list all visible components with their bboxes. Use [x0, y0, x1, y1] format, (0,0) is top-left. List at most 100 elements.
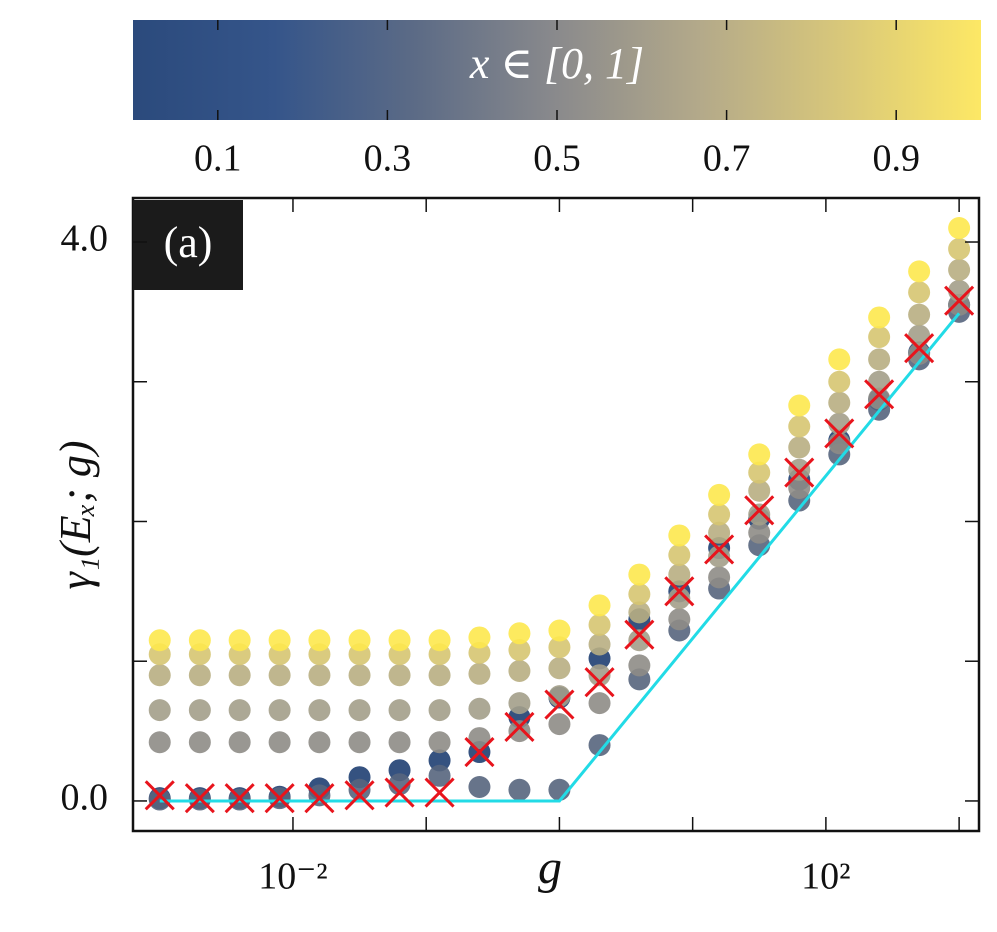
data-point [588, 633, 611, 656]
data-point [348, 629, 371, 652]
data-point [748, 443, 771, 466]
data-point [708, 545, 731, 568]
data-point [308, 731, 331, 754]
data-point [468, 775, 491, 798]
data-point [668, 587, 691, 610]
data-point [708, 521, 731, 544]
cross-marker [824, 418, 855, 449]
data-point [388, 629, 411, 652]
data-point [908, 324, 931, 347]
data-point [908, 281, 931, 304]
data-point [188, 731, 211, 754]
data-point [228, 731, 251, 754]
data-point [788, 458, 811, 481]
data-point [548, 685, 571, 708]
data-point [828, 348, 851, 371]
data-point [748, 503, 771, 526]
data-point [468, 626, 491, 649]
data-point [908, 303, 931, 326]
annotation-box [133, 200, 243, 290]
reference-line [159, 312, 961, 803]
data-point [188, 699, 211, 722]
data-point [548, 619, 571, 642]
data-point [228, 699, 251, 722]
y-tick-label: 0.0 [61, 777, 109, 819]
data-point [308, 784, 331, 807]
data-point [268, 699, 291, 722]
data-point [148, 699, 171, 722]
colorbar-label: x ∈ [0, 1] [469, 39, 644, 88]
data-point [428, 749, 451, 772]
data-point [748, 521, 771, 544]
data-point [668, 563, 691, 586]
data-point [308, 664, 331, 687]
cross-marker [704, 534, 735, 565]
colorbar-tick-label: 0.1 [194, 138, 242, 180]
data-point [388, 664, 411, 687]
data-point [508, 778, 531, 801]
data-point [268, 731, 291, 754]
data-point [908, 260, 931, 283]
data-point [308, 699, 331, 722]
data-point [788, 415, 811, 438]
cross-marker [864, 379, 895, 410]
data-point [228, 664, 251, 687]
data-point [828, 370, 851, 393]
data-point [868, 348, 891, 371]
x-tick-label: 10⁻² [258, 856, 327, 898]
data-point [868, 370, 891, 393]
data-point [508, 622, 531, 645]
plot-frame [131, 196, 981, 833]
data-point [388, 773, 411, 796]
data-point [188, 629, 211, 652]
data-point [428, 699, 451, 722]
data-point [268, 629, 291, 652]
data-point [868, 326, 891, 349]
cross-marker [544, 689, 575, 720]
cross-marker [584, 667, 615, 698]
cross-marker [784, 457, 815, 488]
cross-marker [464, 736, 495, 768]
data-point [228, 629, 251, 652]
data-point [948, 217, 971, 240]
cross-marker [504, 711, 535, 742]
data-point [668, 608, 691, 631]
data-point [588, 734, 611, 757]
data-point [668, 544, 691, 567]
data-point [388, 731, 411, 754]
colorbar-tick-label: 0.3 [364, 138, 412, 180]
data-point [628, 583, 651, 606]
data-point [268, 664, 291, 687]
data-point [468, 697, 491, 720]
data-point [588, 613, 611, 636]
data-point [508, 720, 531, 743]
data-point [468, 727, 491, 750]
data-point [588, 692, 611, 715]
data-point [828, 391, 851, 414]
data-point [148, 664, 171, 687]
data-point [628, 654, 651, 677]
data-point [868, 306, 891, 329]
data-point [188, 664, 211, 687]
data-point [628, 601, 651, 624]
data-point [508, 639, 531, 662]
data-point [508, 692, 531, 715]
annotation: (a) [164, 218, 213, 267]
data-point [948, 258, 971, 281]
data-point [348, 664, 371, 687]
data-point [908, 342, 931, 365]
cross-marker [944, 285, 975, 316]
data-point [428, 664, 451, 687]
data-point [468, 641, 491, 664]
data-point [748, 461, 771, 484]
y-tick-label: 4.0 [61, 218, 109, 260]
colorbar-tick-label: 0.9 [872, 138, 920, 180]
cross-marker [184, 783, 215, 814]
cross-marker [624, 619, 655, 650]
data-point [948, 238, 971, 261]
data-point [348, 731, 371, 754]
cross-marker [344, 780, 375, 811]
data-point [668, 524, 691, 547]
x-axis-label: g [538, 841, 562, 894]
data-point [588, 664, 611, 687]
